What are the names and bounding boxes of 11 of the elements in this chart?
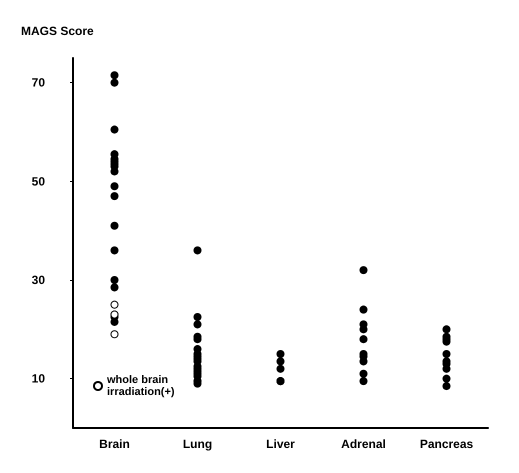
y-tick-label: 10 [32, 372, 46, 386]
x-tick-label: Brain [99, 437, 130, 451]
y-tick-label: 50 [32, 174, 46, 188]
x-tick-label: Liver [266, 437, 296, 451]
y-tick-label: 30 [32, 273, 46, 287]
chart-title: MAGS Score [21, 24, 94, 38]
legend-label: whole brain irradiation(+) [106, 374, 175, 398]
y-tick-label: 70 [32, 76, 46, 90]
x-tick-label: Adrenal [341, 437, 386, 451]
x-tick-label: Lung [182, 437, 212, 451]
x-tick-label: Pancreas [420, 437, 474, 451]
